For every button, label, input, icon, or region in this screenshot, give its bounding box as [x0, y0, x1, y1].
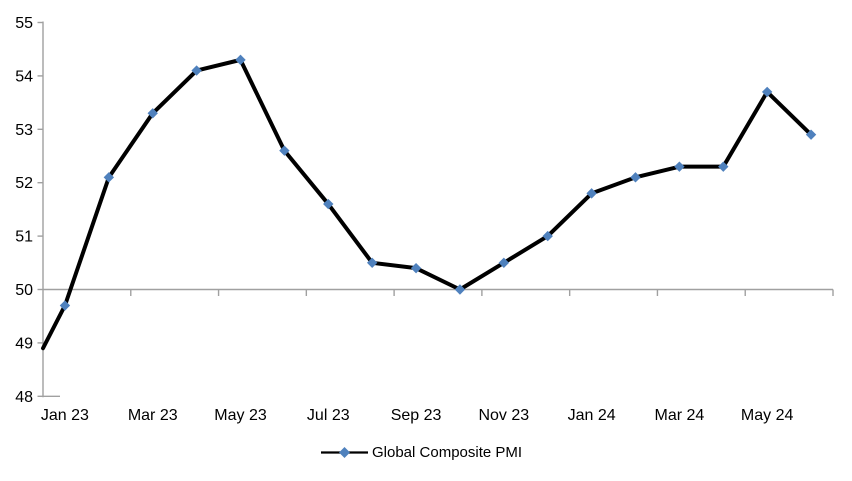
- data-point-marker: [323, 198, 334, 210]
- y-axis-label: 52: [15, 175, 33, 192]
- legend-label: Global Composite PMI: [372, 444, 523, 461]
- data-point-marker: [674, 161, 685, 172]
- data-point-marker: [235, 54, 246, 66]
- x-axis-label: Mar 23: [128, 407, 178, 424]
- data-point-marker: [718, 161, 729, 172]
- data-point-marker: [454, 284, 466, 295]
- data-point-marker: [103, 172, 115, 183]
- legend: Global Composite PMI: [321, 444, 522, 461]
- y-axis-label: 48: [15, 389, 33, 406]
- y-axis-label: 54: [15, 68, 33, 85]
- legend-key-icon: [321, 447, 368, 458]
- data-point-marker: [59, 300, 71, 311]
- data-point-marker: [630, 172, 641, 183]
- data-point-marker: [498, 257, 510, 268]
- data-point-marker: [191, 65, 202, 76]
- x-axis-label: May 24: [741, 407, 794, 424]
- y-axis-label: 55: [15, 15, 33, 32]
- y-axis-label: 49: [15, 335, 33, 352]
- data-point-marker: [761, 86, 773, 98]
- data-point-marker: [366, 257, 378, 268]
- data-point-marker: [279, 145, 290, 156]
- pmi-line: [41, 57, 814, 351]
- x-axis-label: Jul 23: [307, 407, 350, 424]
- x-axis-label: May 23: [214, 407, 267, 424]
- legend-marker-sample: [339, 447, 350, 458]
- data-point-marker: [410, 262, 422, 274]
- x-axis-label: Jan 23: [41, 407, 89, 424]
- data-point-marker: [586, 188, 597, 199]
- y-axis-label: 51: [15, 229, 33, 246]
- x-axis-label: Sep 23: [391, 407, 442, 424]
- y-axis-label: 50: [15, 282, 33, 299]
- x-axis-label: Nov 23: [478, 407, 529, 424]
- data-point-marker: [147, 108, 158, 119]
- y-axis-label: 53: [15, 122, 33, 139]
- x-axis-label: Mar 24: [654, 407, 704, 424]
- data-point-marker: [805, 129, 817, 140]
- x-axis-label: Jan 24: [568, 407, 616, 424]
- data-point-marker: [542, 230, 553, 242]
